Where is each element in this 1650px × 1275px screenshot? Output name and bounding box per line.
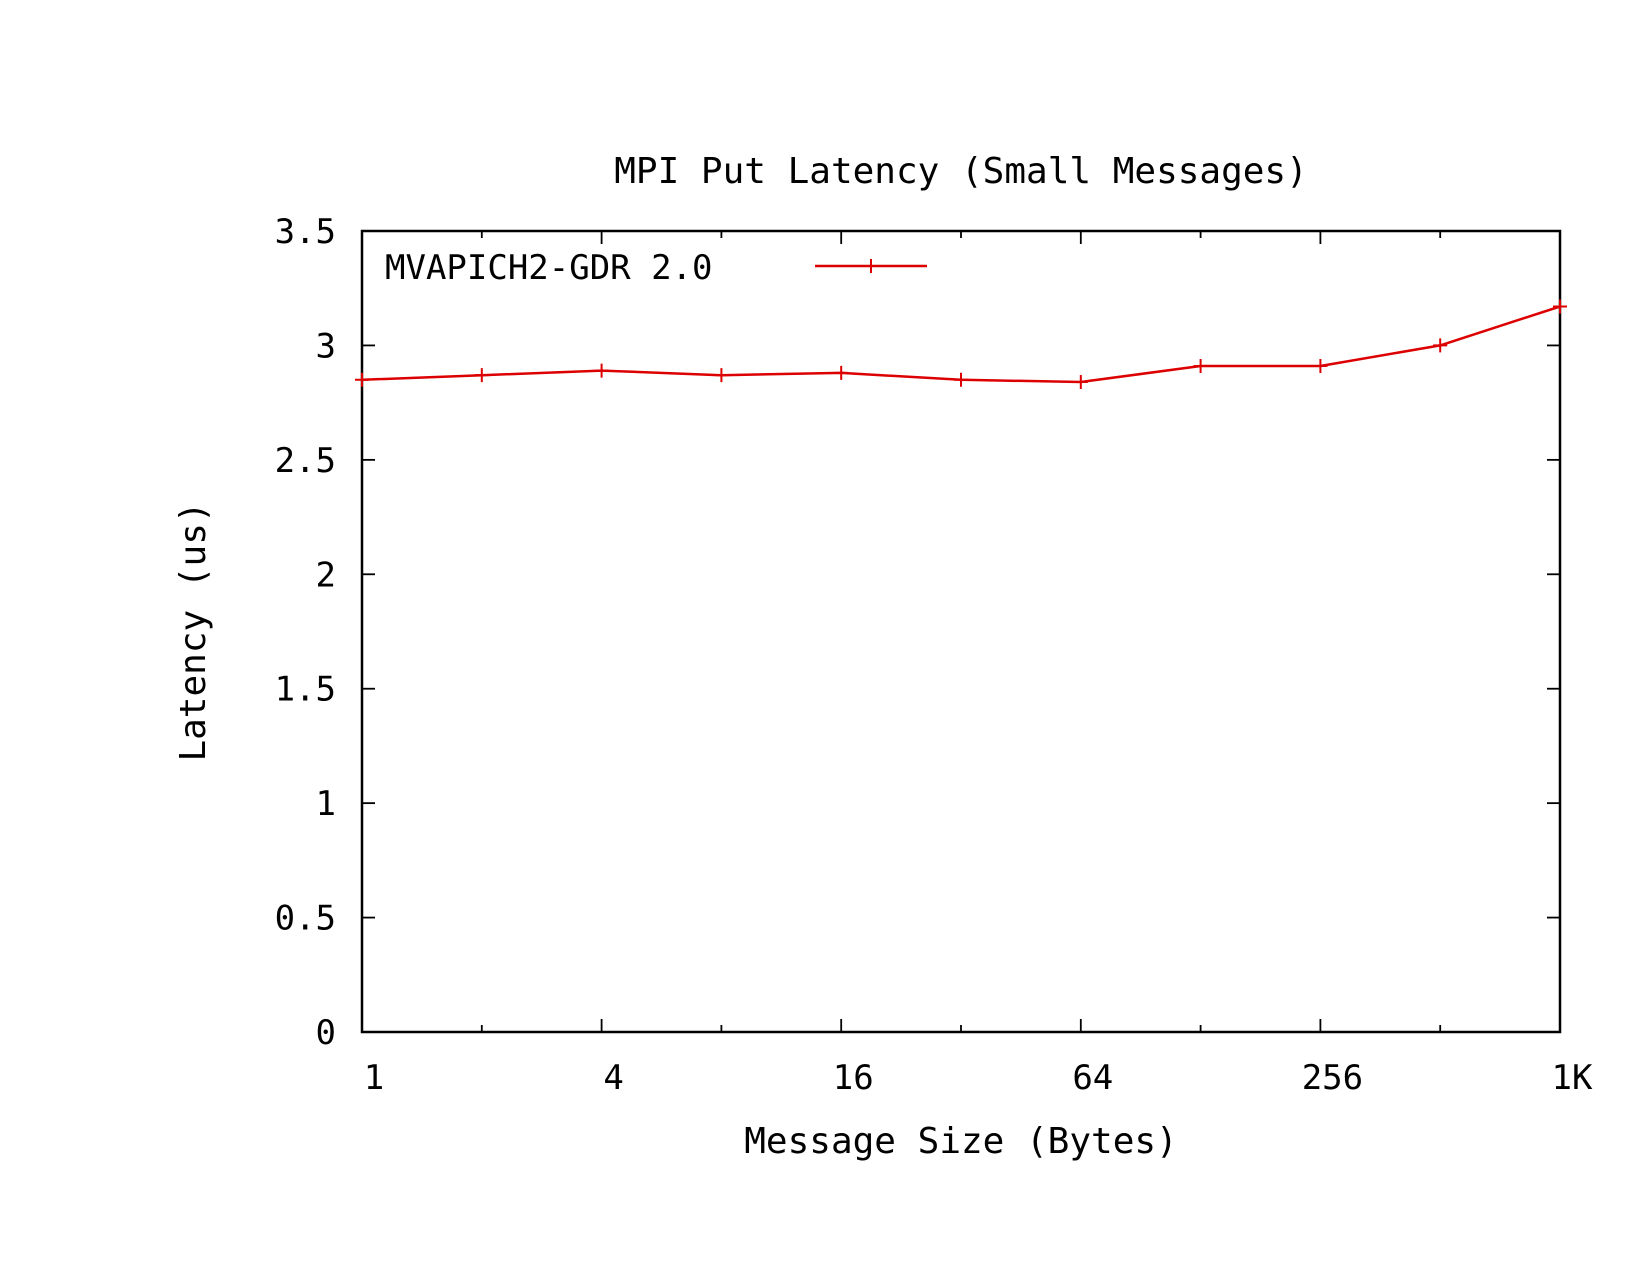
plot-frame: [360, 229, 1562, 1034]
y-axis-label: Latency (us): [173, 501, 214, 761]
x-tick-label: 4: [603, 1058, 623, 1098]
y-tick-label: 3.5: [275, 212, 336, 252]
x-tick-label: 64: [1072, 1058, 1113, 1098]
x-tick-label: 1: [364, 1058, 384, 1098]
data-point-marker: [1433, 338, 1448, 353]
legend-label: MVAPICH2-GDR 2.0: [385, 248, 713, 288]
series-line: [361, 305, 1561, 384]
y-tick-label: 1.5: [275, 670, 336, 710]
data-point-marker: [954, 372, 968, 387]
y-tick-label: 0.5: [275, 899, 336, 939]
x-axis-label: Message Size (Bytes): [744, 1121, 1177, 1162]
y-tick-label: 1: [316, 784, 336, 824]
legend-marker: [864, 259, 878, 273]
chart-title: MPI Put Latency (Small Messages): [614, 151, 1308, 192]
y-tick-label: 0: [316, 1013, 336, 1053]
data-point-marker: [1073, 375, 1088, 390]
data-point-marker: [1313, 359, 1328, 374]
x-tick-label: 16: [833, 1058, 874, 1098]
data-point-marker: [714, 368, 729, 383]
data-point-marker: [355, 372, 369, 387]
data-point-marker: [474, 368, 489, 383]
y-axis: 0 0.5 1 1.5 2 2.5 3 3.5: [275, 212, 1560, 1053]
series-layer: [355, 299, 1567, 390]
y-tick-label: 2: [316, 555, 336, 595]
data-point-marker: [1193, 359, 1208, 374]
legend: MVAPICH2-GDR 2.0: [385, 248, 927, 288]
data-point-marker: [834, 365, 849, 380]
y-tick-label: 2.5: [275, 441, 336, 481]
y-tick-label: 3: [316, 326, 336, 366]
x-tick-label: 1K: [1552, 1058, 1593, 1098]
x-tick-label: 256: [1302, 1058, 1363, 1098]
data-point-marker: [1553, 299, 1567, 314]
x-axis: 1 4 16 64 256 1K: [361, 231, 1593, 1098]
data-point-marker: [594, 363, 609, 378]
